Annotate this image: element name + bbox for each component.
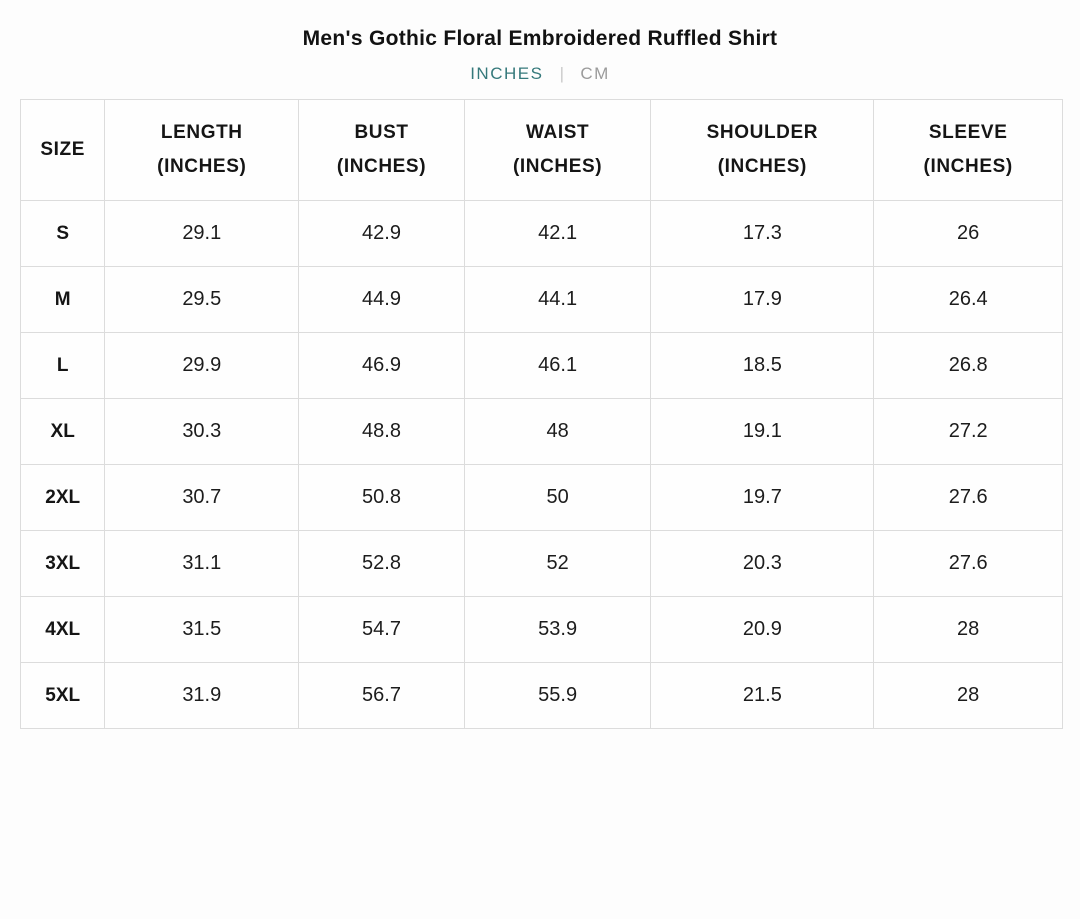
- measurement-cell: 30.7: [104, 464, 300, 531]
- column-header-waist: WAIST (INCHES): [463, 99, 652, 201]
- measurement-cell: 29.1: [104, 200, 300, 267]
- header-row: SIZE LENGTH (INCHES) BUST (INCHES) WAIST (INCH…: [19, 99, 1063, 201]
- measurement-cell: 31.5: [104, 596, 300, 663]
- measurement-cell: 27.6: [873, 464, 1063, 531]
- measurement-cell: 20.3: [650, 530, 875, 597]
- table-row-m: M 29.5 44.9 44.1 17.9 26.4: [19, 266, 1063, 333]
- measurement-cell: 27.6: [873, 530, 1063, 597]
- table-row-4xl: 4XL 31.5 54.7 53.9 20.9 28: [19, 596, 1063, 663]
- measurement-cell: 19.7: [650, 464, 875, 531]
- measurement-cell: 28: [873, 596, 1063, 663]
- measurement-cell: 19.1: [650, 398, 875, 465]
- size-cell: 4XL: [19, 596, 106, 663]
- size-cell: 3XL: [19, 530, 106, 597]
- size-chart-head: SIZE LENGTH (INCHES) BUST (INCHES) WAIST (INCH…: [19, 99, 1063, 201]
- size-cell: XL: [19, 398, 106, 465]
- size-cell: S: [19, 200, 106, 267]
- measurement-cell: 31.1: [104, 530, 300, 597]
- page-title: Men's Gothic Floral Embroidered Ruffled …: [302, 27, 778, 50]
- size-chart-table-wrap: SIZE LENGTH (INCHES) BUST (INCHES) WAIST (INCH…: [19, 99, 1063, 729]
- measurement-cell: 50.8: [298, 464, 465, 531]
- measurement-cell: 26.4: [873, 266, 1063, 333]
- table-row-xl: XL 30.3 48.8 48 19.1 27.2: [19, 398, 1063, 465]
- measurement-cell: 42.9: [298, 200, 465, 267]
- measurement-cell: 44.1: [463, 266, 652, 333]
- measurement-cell: 28: [873, 662, 1063, 729]
- measurement-cell: 54.7: [298, 596, 465, 663]
- measurement-cell: 52.8: [298, 530, 465, 597]
- measurement-cell: 30.3: [104, 398, 300, 465]
- measurement-cell: 31.9: [104, 662, 300, 729]
- column-header-sleeve: SLEEVE (INCHES): [873, 99, 1063, 201]
- measurement-cell: 21.5: [650, 662, 875, 729]
- table-row-3xl: 3XL 31.1 52.8 52 20.3 27.6: [19, 530, 1063, 597]
- size-chart-table: SIZE LENGTH (INCHES) BUST (INCHES) WAIST (INCH…: [19, 99, 1063, 729]
- measurement-cell: 27.2: [873, 398, 1063, 465]
- unit-toggle: INCHES | CM: [0, 64, 1080, 84]
- column-header-size: SIZE: [19, 99, 106, 201]
- measurement-cell: 52: [463, 530, 652, 597]
- size-cell: 5XL: [19, 662, 106, 729]
- unit-toggle-separator: |: [559, 64, 565, 83]
- measurement-cell: 29.5: [104, 266, 300, 333]
- table-row-5xl: 5XL 31.9 56.7 55.9 21.5 28: [19, 662, 1063, 729]
- measurement-cell: 44.9: [298, 266, 465, 333]
- measurement-cell: 55.9: [463, 662, 652, 729]
- measurement-cell: 46.9: [298, 332, 465, 399]
- column-header-shoulder: SHOULDER (INCHES): [650, 99, 875, 201]
- measurement-cell: 17.9: [650, 266, 875, 333]
- measurement-cell: 29.9: [104, 332, 300, 399]
- table-row-2xl: 2XL 30.7 50.8 50 19.7 27.6: [19, 464, 1063, 531]
- unit-option-inches[interactable]: INCHES: [470, 64, 544, 83]
- measurement-cell: 56.7: [298, 662, 465, 729]
- size-cell: M: [19, 266, 106, 333]
- measurement-cell: 42.1: [463, 200, 652, 267]
- measurement-cell: 50: [463, 464, 652, 531]
- measurement-cell: 46.1: [463, 332, 652, 399]
- measurement-cell: 53.9: [463, 596, 652, 663]
- measurement-cell: 26.8: [873, 332, 1063, 399]
- column-header-length: LENGTH (INCHES): [104, 99, 300, 201]
- measurement-cell: 18.5: [650, 332, 875, 399]
- table-row-s: S 29.1 42.9 42.1 17.3 26: [19, 200, 1063, 267]
- size-chart-body: S 29.1 42.9 42.1 17.3 26 M 29.5 44.9 44.1 17.9 26.4…: [19, 200, 1063, 729]
- measurement-cell: 26: [873, 200, 1063, 267]
- measurement-cell: 20.9: [650, 596, 875, 663]
- measurement-cell: 17.3: [650, 200, 875, 267]
- measurement-cell: 48: [463, 398, 652, 465]
- column-header-bust: BUST (INCHES): [298, 99, 465, 201]
- measurement-cell: 48.8: [298, 398, 465, 465]
- size-cell: L: [19, 332, 106, 399]
- unit-option-cm[interactable]: CM: [580, 64, 610, 83]
- size-cell: 2XL: [19, 464, 106, 531]
- table-row-l: L 29.9 46.9 46.1 18.5 26.8: [19, 332, 1063, 399]
